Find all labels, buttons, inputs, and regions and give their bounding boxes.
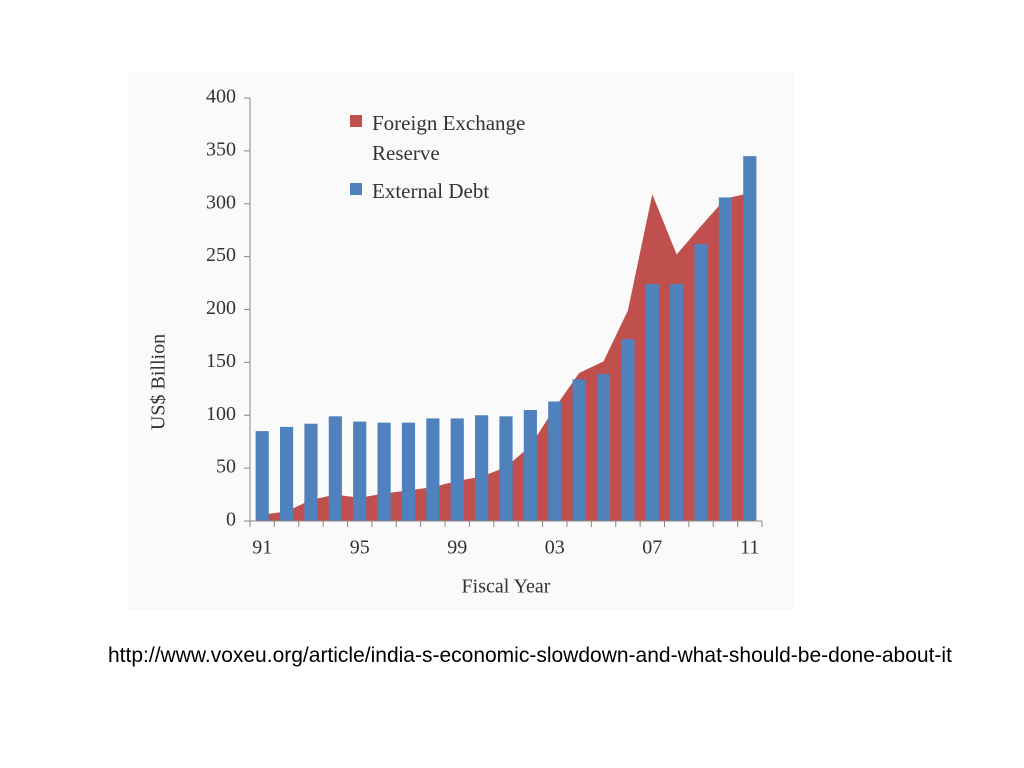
bar [694,243,708,521]
legend-swatch [350,183,362,195]
legend-item: Foreign Exchange Reserve [346,108,582,168]
legend-item: External Debt [346,176,582,206]
y-tick-label: 100 [206,403,236,425]
bar [499,416,513,521]
bar [450,418,464,521]
bar [426,418,440,521]
caption: http://www.voxeu.org/article/india-s-eco… [108,644,952,667]
chart-panel: US$ Billion Fiscal Year 0 50 100 150 200 250 3… [128,72,795,610]
legend-swatch [350,115,362,127]
bar [596,374,611,521]
y-axis-title: US$ Billion [148,334,170,430]
bar [718,197,733,521]
x-tick-label: 95 [350,537,370,559]
y-tick-label: 300 [206,191,236,213]
y-tick-label: 0 [226,509,236,531]
bar [328,416,342,521]
legend-label: Foreign Exchange Reserve [372,111,526,165]
chart: US$ Billion Fiscal Year 0 50 100 150 200 250 3… [148,86,763,598]
bar [670,284,684,521]
y-tick-label: 50 [216,456,236,478]
legend-label: External Debt [372,179,490,203]
bar [279,426,294,521]
x-tick-label: 07 [642,537,662,559]
bar [377,422,391,521]
legend: Foreign Exchange Reserve External Debt [346,108,582,214]
bar [255,431,269,521]
bar [743,156,757,521]
bar [353,421,367,521]
x-tick-label: 03 [545,537,565,559]
x-axis-title: Fiscal Year [462,576,551,598]
bar [572,379,586,521]
bar [621,339,635,521]
y-tick-label: 400 [206,86,236,108]
bar [304,423,318,521]
y-tick-label: 150 [206,350,236,372]
y-tick-label: 350 [206,138,236,160]
bar [475,415,489,521]
bar [645,284,659,521]
bar [548,401,562,521]
x-tick-label: 11 [740,537,759,559]
y-tick-label: 200 [206,297,236,319]
bar [401,422,416,521]
bar [523,409,537,521]
y-tick-label: 250 [206,244,236,266]
x-tick-label: 91 [252,537,272,559]
x-tick-label: 99 [447,537,467,559]
